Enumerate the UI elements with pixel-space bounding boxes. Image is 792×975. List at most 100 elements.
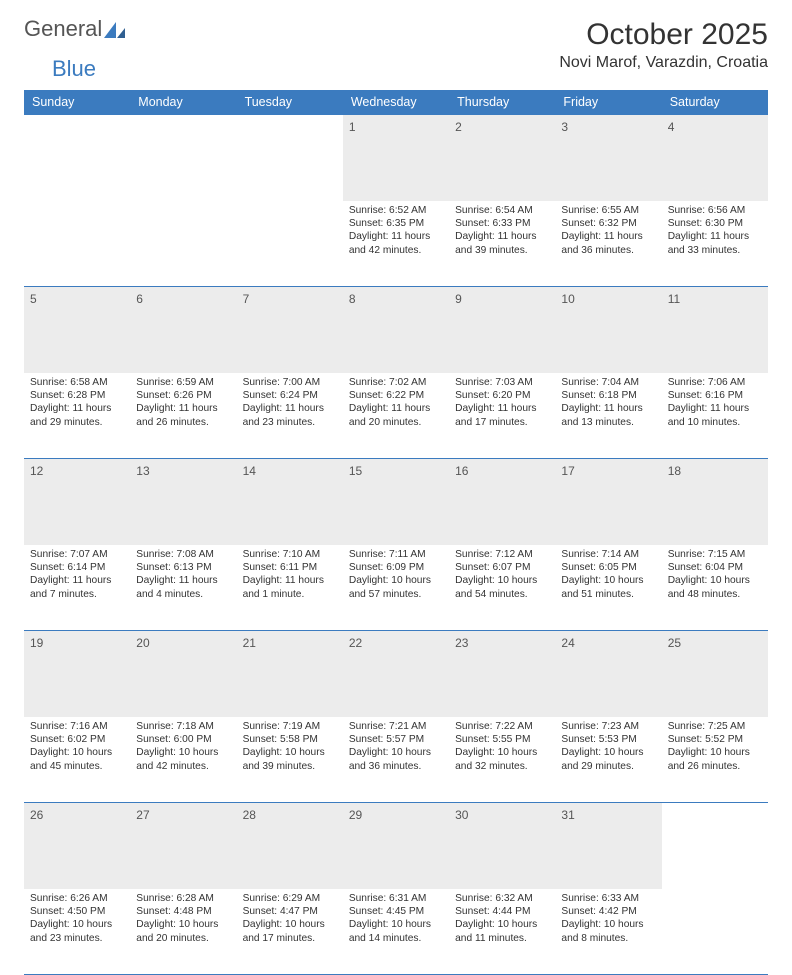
daynum-row: 1 2 3 4 xyxy=(24,115,768,201)
day-cell-text: Sunrise: 6:55 AMSunset: 6:32 PMDaylight:… xyxy=(561,204,655,258)
day-cell-text: Sunrise: 7:10 AMSunset: 6:11 PMDaylight:… xyxy=(243,548,337,602)
day-cell-text: Sunrise: 7:08 AMSunset: 6:13 PMDaylight:… xyxy=(136,548,230,602)
day-header: Friday xyxy=(555,90,661,115)
month-title: October 2025 xyxy=(559,18,768,52)
day-header: Thursday xyxy=(449,90,555,115)
day-number: 17 xyxy=(561,464,574,478)
day-cell-text: Sunrise: 7:04 AMSunset: 6:18 PMDaylight:… xyxy=(561,376,655,430)
day-cell-text: Sunrise: 6:33 AMSunset: 4:42 PMDaylight:… xyxy=(561,892,655,946)
day-number: 1 xyxy=(349,120,356,134)
daynum-cell: 2 xyxy=(449,115,555,201)
day-cell: Sunrise: 7:00 AMSunset: 6:24 PMDaylight:… xyxy=(237,373,343,459)
day-number: 10 xyxy=(561,292,574,306)
calendar-table: SundayMondayTuesdayWednesdayThursdayFrid… xyxy=(24,90,768,975)
day-cell: Sunrise: 7:03 AMSunset: 6:20 PMDaylight:… xyxy=(449,373,555,459)
daynum-cell: 21 xyxy=(237,631,343,717)
day-header: Sunday xyxy=(24,90,130,115)
daynum-cell: 16 xyxy=(449,459,555,545)
day-number: 13 xyxy=(136,464,149,478)
logo: General xyxy=(24,18,128,40)
day-cell: Sunrise: 7:08 AMSunset: 6:13 PMDaylight:… xyxy=(130,545,236,631)
daynum-cell: 26 xyxy=(24,803,130,889)
day-cell: Sunrise: 6:28 AMSunset: 4:48 PMDaylight:… xyxy=(130,889,236,975)
daynum-cell: 29 xyxy=(343,803,449,889)
daynum-cell: 25 xyxy=(662,631,768,717)
daynum-row: 19202122232425 xyxy=(24,631,768,717)
day-cell-text: Sunrise: 7:11 AMSunset: 6:09 PMDaylight:… xyxy=(349,548,443,602)
location-subtitle: Novi Marof, Varazdin, Croatia xyxy=(559,54,768,72)
day-header: Monday xyxy=(130,90,236,115)
day-cell: Sunrise: 7:15 AMSunset: 6:04 PMDaylight:… xyxy=(662,545,768,631)
day-cell: Sunrise: 7:23 AMSunset: 5:53 PMDaylight:… xyxy=(555,717,661,803)
day-cell-text: Sunrise: 7:15 AMSunset: 6:04 PMDaylight:… xyxy=(668,548,762,602)
day-cell-text: Sunrise: 7:00 AMSunset: 6:24 PMDaylight:… xyxy=(243,376,337,430)
day-header: Wednesday xyxy=(343,90,449,115)
day-cell-text: Sunrise: 6:31 AMSunset: 4:45 PMDaylight:… xyxy=(349,892,443,946)
day-number: 24 xyxy=(561,636,574,650)
day-cell xyxy=(662,889,768,975)
day-cell: Sunrise: 6:32 AMSunset: 4:44 PMDaylight:… xyxy=(449,889,555,975)
daynum-cell: 22 xyxy=(343,631,449,717)
day-cell: Sunrise: 6:31 AMSunset: 4:45 PMDaylight:… xyxy=(343,889,449,975)
daynum-cell: 20 xyxy=(130,631,236,717)
content-row: Sunrise: 6:58 AMSunset: 6:28 PMDaylight:… xyxy=(24,373,768,459)
day-cell: Sunrise: 6:52 AMSunset: 6:35 PMDaylight:… xyxy=(343,201,449,287)
day-cell: Sunrise: 7:16 AMSunset: 6:02 PMDaylight:… xyxy=(24,717,130,803)
daynum-cell xyxy=(237,115,343,201)
daynum-row: 12 13 14 15 16 17 18 xyxy=(24,459,768,545)
day-number: 4 xyxy=(668,120,675,134)
daynum-row: 26 27 28 29 30 31 xyxy=(24,803,768,889)
day-header: Saturday xyxy=(662,90,768,115)
day-cell: Sunrise: 7:19 AMSunset: 5:58 PMDaylight:… xyxy=(237,717,343,803)
calendar-page: General October 2025 Novi Marof, Varazdi… xyxy=(0,0,792,975)
day-cell-text: Sunrise: 7:07 AMSunset: 6:14 PMDaylight:… xyxy=(30,548,124,602)
day-cell-text: Sunrise: 6:56 AMSunset: 6:30 PMDaylight:… xyxy=(668,204,762,258)
day-cell: Sunrise: 7:10 AMSunset: 6:11 PMDaylight:… xyxy=(237,545,343,631)
logo-sail-icon xyxy=(104,22,126,40)
calendar-head: SundayMondayTuesdayWednesdayThursdayFrid… xyxy=(24,90,768,115)
day-number: 7 xyxy=(243,292,250,306)
title-block: October 2025 Novi Marof, Varazdin, Croat… xyxy=(559,18,768,72)
daynum-cell: 12 xyxy=(24,459,130,545)
day-number: 15 xyxy=(349,464,362,478)
day-number: 2 xyxy=(455,120,462,134)
daynum-cell: 6 xyxy=(130,287,236,373)
daynum-cell: 9 xyxy=(449,287,555,373)
day-cell: Sunrise: 6:55 AMSunset: 6:32 PMDaylight:… xyxy=(555,201,661,287)
day-number: 3 xyxy=(561,120,568,134)
daynum-cell: 3 xyxy=(555,115,661,201)
calendar-body: 1234Sunrise: 6:52 AMSunset: 6:35 PMDayli… xyxy=(24,115,768,975)
daynum-cell: 28 xyxy=(237,803,343,889)
daynum-cell: 7 xyxy=(237,287,343,373)
logo-word2: Blue xyxy=(52,58,96,80)
day-number: 14 xyxy=(243,464,256,478)
day-cell-text: Sunrise: 6:29 AMSunset: 4:47 PMDaylight:… xyxy=(243,892,337,946)
daynum-cell: 24 xyxy=(555,631,661,717)
day-cell: Sunrise: 7:02 AMSunset: 6:22 PMDaylight:… xyxy=(343,373,449,459)
day-cell-text: Sunrise: 7:12 AMSunset: 6:07 PMDaylight:… xyxy=(455,548,549,602)
day-cell: Sunrise: 6:26 AMSunset: 4:50 PMDaylight:… xyxy=(24,889,130,975)
day-number: 27 xyxy=(136,808,149,822)
daynum-row: 567891011 xyxy=(24,287,768,373)
day-number: 28 xyxy=(243,808,256,822)
daynum-cell xyxy=(662,803,768,889)
day-number: 18 xyxy=(668,464,681,478)
day-cell xyxy=(237,201,343,287)
day-cell-text: Sunrise: 6:28 AMSunset: 4:48 PMDaylight:… xyxy=(136,892,230,946)
day-number: 31 xyxy=(561,808,574,822)
day-cell: Sunrise: 6:56 AMSunset: 6:30 PMDaylight:… xyxy=(662,201,768,287)
day-number: 30 xyxy=(455,808,468,822)
daynum-cell: 4 xyxy=(662,115,768,201)
day-number: 21 xyxy=(243,636,256,650)
day-cell: Sunrise: 7:18 AMSunset: 6:00 PMDaylight:… xyxy=(130,717,236,803)
day-cell-text: Sunrise: 6:52 AMSunset: 6:35 PMDaylight:… xyxy=(349,204,443,258)
day-number: 6 xyxy=(136,292,143,306)
day-cell: Sunrise: 6:58 AMSunset: 6:28 PMDaylight:… xyxy=(24,373,130,459)
day-number: 22 xyxy=(349,636,362,650)
daynum-cell xyxy=(24,115,130,201)
daynum-cell: 5 xyxy=(24,287,130,373)
daynum-cell xyxy=(130,115,236,201)
daynum-cell: 1 xyxy=(343,115,449,201)
day-cell: Sunrise: 7:04 AMSunset: 6:18 PMDaylight:… xyxy=(555,373,661,459)
day-cell: Sunrise: 7:12 AMSunset: 6:07 PMDaylight:… xyxy=(449,545,555,631)
